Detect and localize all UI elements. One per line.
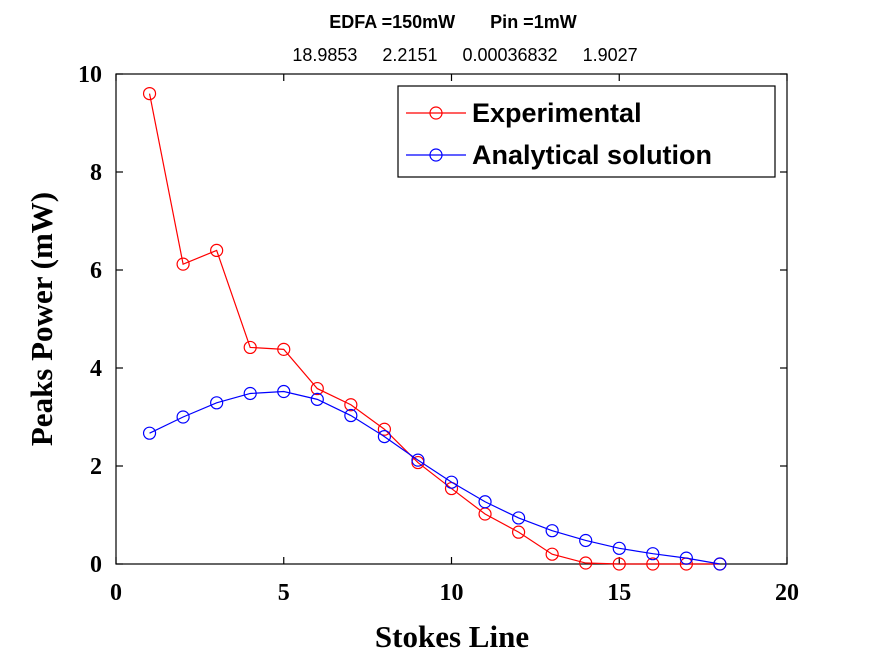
data-point-analytical-solution xyxy=(646,547,660,561)
data-point-experimental xyxy=(243,340,257,355)
x-tick-label: 5 xyxy=(278,580,290,606)
data-point-experimental xyxy=(612,557,626,571)
chart-subtitle: 18.9853 2.2151 0.00036832 1.9027 xyxy=(292,45,637,65)
axis-ticks: 0 5 10 15 20 0 2 4 6 8 10 xyxy=(78,62,799,606)
data-point-experimental xyxy=(277,342,291,356)
y-tick-label: 4 xyxy=(90,356,102,382)
data-point-analytical-solution xyxy=(344,408,358,423)
data-point-experimental xyxy=(310,381,324,396)
data-point-experimental xyxy=(344,398,358,412)
chart-title: EDFA =150mW Pin =1mW xyxy=(329,12,576,32)
data-point-analytical-solution xyxy=(277,384,291,399)
series-layer xyxy=(142,86,727,571)
data-point-analytical-solution xyxy=(679,551,693,565)
data-point-analytical-solution xyxy=(142,426,157,440)
legend-label-analytical: Analytical solution xyxy=(472,140,712,170)
data-point-experimental xyxy=(545,547,559,561)
x-tick-label: 20 xyxy=(775,580,799,606)
y-tick-label: 0 xyxy=(90,552,102,578)
data-point-analytical-solution xyxy=(377,430,391,444)
x-axis-label: Stokes Line xyxy=(375,619,529,654)
x-tick-label: 15 xyxy=(607,580,631,606)
data-point-analytical-solution xyxy=(478,495,492,509)
data-point-experimental xyxy=(511,525,526,539)
x-tick-label: 10 xyxy=(440,580,464,606)
data-point-analytical-solution xyxy=(545,524,559,538)
x-tick-label: 0 xyxy=(110,580,122,606)
data-point-analytical-solution xyxy=(411,453,425,467)
legend: Experimental Analytical solution xyxy=(397,85,776,178)
data-point-experimental xyxy=(210,243,224,257)
legend-marker-experimental xyxy=(429,106,443,120)
legend-box xyxy=(397,85,776,178)
legend-marker-analytical xyxy=(429,148,443,162)
data-point-analytical-solution xyxy=(176,410,190,424)
legend-label-experimental: Experimental xyxy=(472,98,642,128)
y-axis-label: Peaks Power (mW) xyxy=(24,192,59,446)
data-point-experimental xyxy=(646,557,660,571)
data-point-analytical-solution xyxy=(713,557,727,571)
data-point-analytical-solution xyxy=(579,533,593,548)
data-point-analytical-solution xyxy=(210,396,224,410)
data-point-analytical-solution xyxy=(511,511,526,525)
data-point-analytical-solution xyxy=(243,386,257,401)
y-tick-label: 10 xyxy=(78,62,102,88)
y-tick-label: 6 xyxy=(90,258,102,284)
data-point-experimental xyxy=(176,257,190,271)
data-point-experimental xyxy=(579,556,593,570)
y-tick-label: 2 xyxy=(90,454,102,480)
data-point-experimental xyxy=(377,422,391,436)
data-point-analytical-solution xyxy=(612,541,626,555)
data-point-experimental xyxy=(142,86,157,101)
data-point-analytical-solution xyxy=(310,392,324,406)
y-tick-label: 8 xyxy=(90,160,102,186)
data-point-analytical-solution xyxy=(444,475,459,489)
